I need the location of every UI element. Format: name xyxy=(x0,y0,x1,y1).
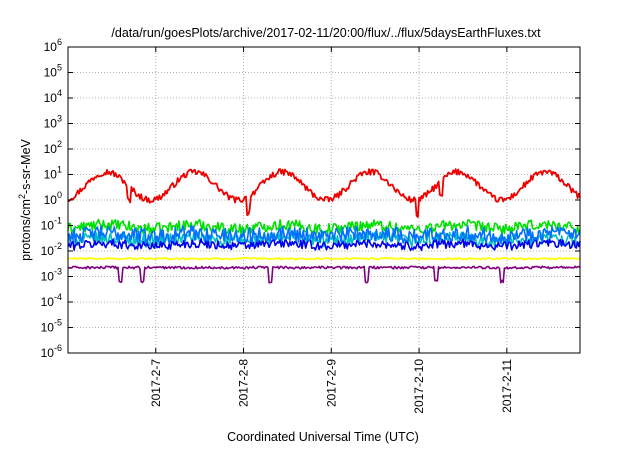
y-tick-label: 102 xyxy=(44,139,62,156)
y-tick-label: 10-4 xyxy=(41,292,62,309)
x-tick-label: 2017-2-9 xyxy=(324,359,338,407)
x-tick-label: 2017-2-7 xyxy=(149,359,163,407)
y-tick-label: 101 xyxy=(44,165,62,182)
series-line-5 xyxy=(67,225,581,245)
series-line-4 xyxy=(67,238,581,252)
y-tick-label: 10-5 xyxy=(41,318,62,335)
x-tick-label: 2017-2-10 xyxy=(412,359,426,414)
y-tick-label: 105 xyxy=(44,63,62,80)
y-tick-label: 10-6 xyxy=(41,343,62,360)
y-tick-label: 10-3 xyxy=(41,267,62,284)
y-axis-label: protons/cm2-s-sr-MeV xyxy=(17,138,33,260)
series-line-6 xyxy=(67,256,580,261)
x-axis-ticks: 2017-2-7 2017-2-8 2017-2-9 2017-2-10 2017-2-… xyxy=(149,47,514,414)
y-tick-label: 106 xyxy=(44,37,62,54)
series-layer xyxy=(67,168,581,284)
x-axis-label: Coordinated Universal Time (UTC) xyxy=(227,430,419,444)
series-line-7 xyxy=(67,265,581,284)
y-tick-label: 10-2 xyxy=(41,241,62,258)
series-line-1 xyxy=(67,168,581,218)
y-tick-label: 10-1 xyxy=(41,216,62,233)
chart-title: /data/run/goesPlots/archive/2017-02-11/2… xyxy=(111,26,541,40)
x-tick-label: 2017-2-11 xyxy=(500,359,514,413)
x-tick-label: 2017-2-8 xyxy=(237,359,251,407)
y-axis-ticks: 10-6 10-5 10-4 10-3 10-2 10-1 100 101 102 103 104 1… xyxy=(41,37,580,360)
y-tick-label: 103 xyxy=(44,114,62,131)
y-tick-label: 100 xyxy=(44,190,62,207)
y-tick-label: 104 xyxy=(44,88,62,105)
